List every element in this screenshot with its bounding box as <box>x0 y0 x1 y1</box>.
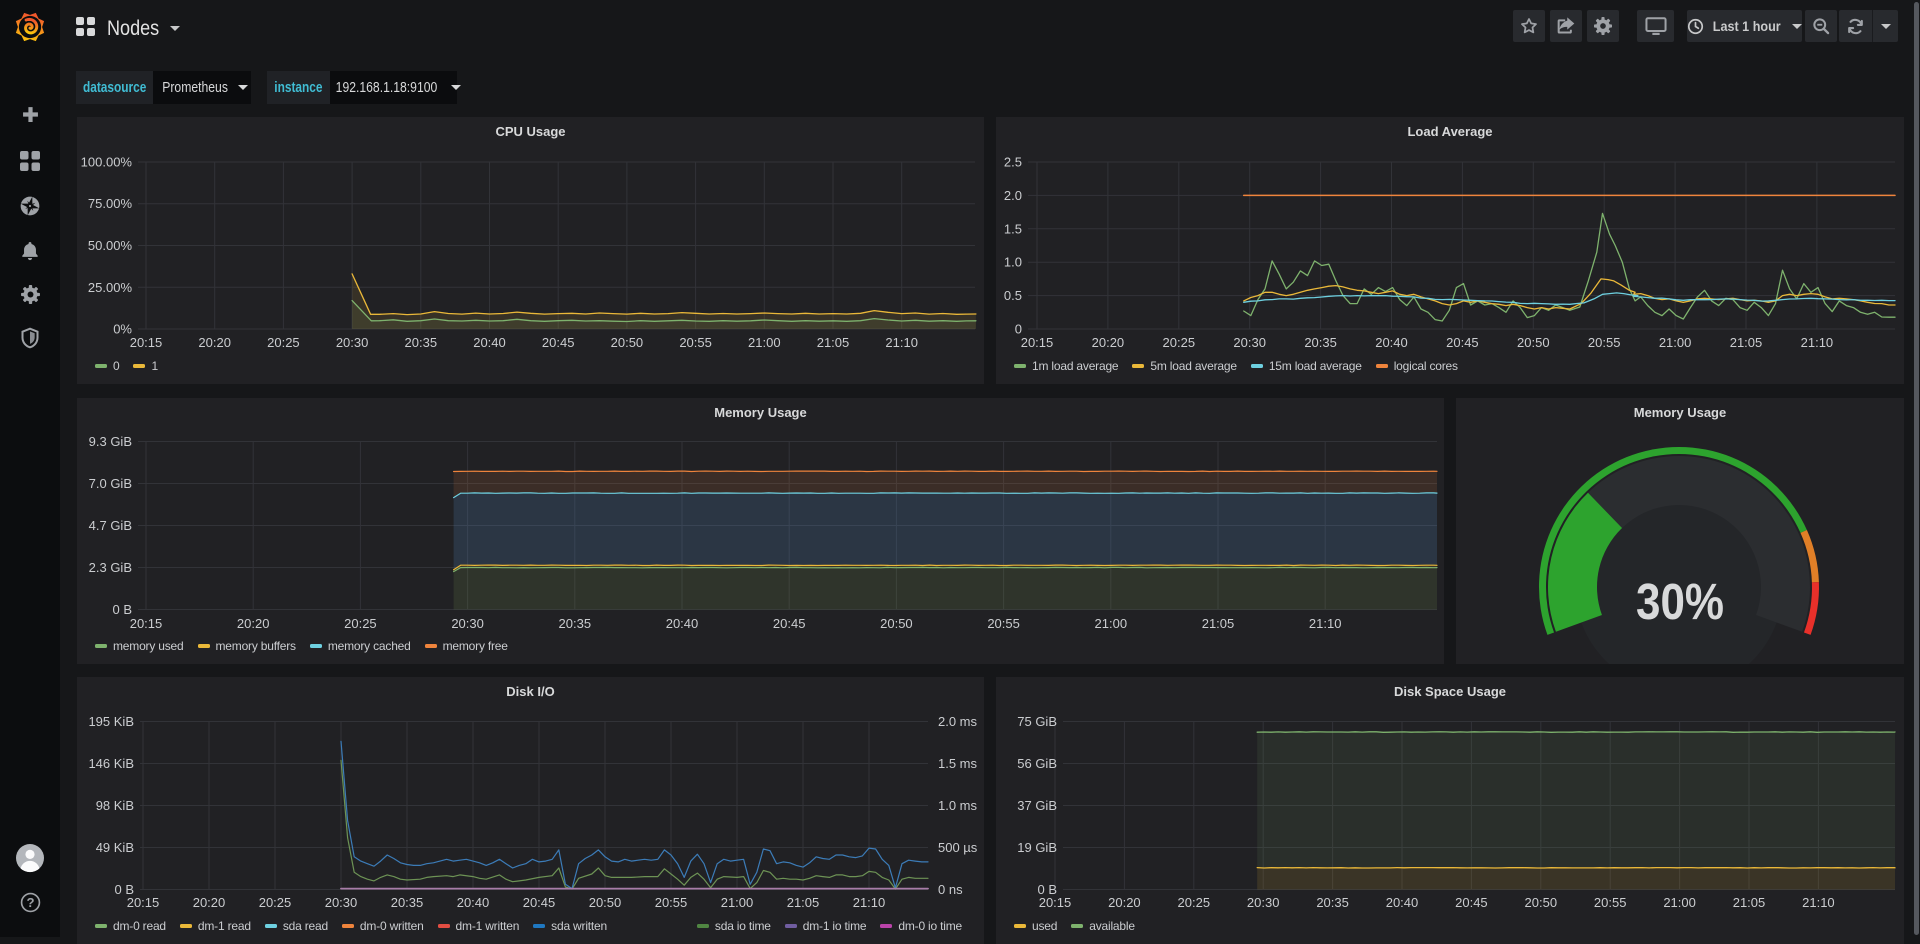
svg-text:20:45: 20:45 <box>773 616 806 631</box>
svg-text:2.3 GiB: 2.3 GiB <box>89 560 132 575</box>
svg-text:21:00: 21:00 <box>1095 616 1128 631</box>
svg-text:21:05: 21:05 <box>1733 895 1766 910</box>
svg-text:98 KiB: 98 KiB <box>96 798 134 813</box>
svg-text:21:10: 21:10 <box>1802 895 1835 910</box>
svg-text:19 GiB: 19 GiB <box>1017 840 1057 855</box>
svg-text:20:40: 20:40 <box>1375 335 1408 350</box>
svg-text:20:15: 20:15 <box>1021 335 1054 350</box>
svg-text:20:25: 20:25 <box>1178 895 1211 910</box>
svg-text:20:55: 20:55 <box>679 335 712 350</box>
svg-text:20:35: 20:35 <box>405 335 438 350</box>
svg-text:1.0 ms: 1.0 ms <box>938 798 978 813</box>
svg-text:21:05: 21:05 <box>1730 335 1763 350</box>
svg-text:0 ns: 0 ns <box>938 882 963 897</box>
svg-text:20:40: 20:40 <box>666 616 699 631</box>
svg-text:20:25: 20:25 <box>344 616 377 631</box>
svg-text:20:25: 20:25 <box>1163 335 1196 350</box>
svg-text:37 GiB: 37 GiB <box>1017 798 1057 813</box>
svg-text:4.7 GiB: 4.7 GiB <box>89 518 132 533</box>
svg-text:21:00: 21:00 <box>1659 335 1692 350</box>
svg-text:20:15: 20:15 <box>1039 895 1072 910</box>
svg-text:20:40: 20:40 <box>457 895 490 910</box>
svg-text:20:25: 20:25 <box>259 895 292 910</box>
svg-text:20:25: 20:25 <box>267 335 300 350</box>
svg-text:20:35: 20:35 <box>1316 895 1349 910</box>
svg-text:20:15: 20:15 <box>127 895 160 910</box>
svg-text:21:00: 21:00 <box>748 335 781 350</box>
svg-text:20:35: 20:35 <box>391 895 424 910</box>
svg-text:20:50: 20:50 <box>1517 335 1550 350</box>
svg-text:20:30: 20:30 <box>451 616 484 631</box>
svg-text:?: ? <box>26 895 34 910</box>
svg-text:20:45: 20:45 <box>542 335 575 350</box>
svg-text:20:15: 20:15 <box>130 616 163 631</box>
svg-text:0: 0 <box>1015 322 1022 337</box>
svg-text:20:20: 20:20 <box>237 616 270 631</box>
svg-text:0 B: 0 B <box>112 602 132 617</box>
svg-text:0 B: 0 B <box>1037 882 1057 897</box>
svg-text:0%: 0% <box>113 322 132 337</box>
svg-text:0.5: 0.5 <box>1004 288 1022 303</box>
svg-text:20:55: 20:55 <box>655 895 688 910</box>
svg-text:1.0: 1.0 <box>1004 255 1022 270</box>
svg-text:500 µs: 500 µs <box>938 840 978 855</box>
svg-text:20:45: 20:45 <box>1446 335 1479 350</box>
svg-text:20:50: 20:50 <box>589 895 622 910</box>
svg-text:49 KiB: 49 KiB <box>96 840 134 855</box>
svg-text:20:30: 20:30 <box>1247 895 1280 910</box>
svg-text:21:05: 21:05 <box>1202 616 1235 631</box>
svg-text:146 KiB: 146 KiB <box>88 756 134 771</box>
svg-text:20:35: 20:35 <box>559 616 592 631</box>
svg-text:20:55: 20:55 <box>1594 895 1627 910</box>
svg-text:21:10: 21:10 <box>1309 616 1342 631</box>
svg-text:20:40: 20:40 <box>1386 895 1419 910</box>
svg-text:20:20: 20:20 <box>198 335 231 350</box>
svg-text:21:10: 21:10 <box>1801 335 1834 350</box>
svg-text:21:00: 21:00 <box>721 895 754 910</box>
svg-text:20:30: 20:30 <box>1233 335 1266 350</box>
svg-text:20:35: 20:35 <box>1304 335 1337 350</box>
svg-text:9.3 GiB: 9.3 GiB <box>89 434 132 449</box>
svg-text:21:00: 21:00 <box>1663 895 1696 910</box>
svg-text:20:45: 20:45 <box>1455 895 1488 910</box>
svg-text:20:55: 20:55 <box>987 616 1020 631</box>
svg-text:50.00%: 50.00% <box>88 238 133 253</box>
svg-text:21:05: 21:05 <box>817 335 850 350</box>
svg-text:56 GiB: 56 GiB <box>1017 756 1057 771</box>
svg-text:20:30: 20:30 <box>325 895 358 910</box>
svg-text:20:15: 20:15 <box>130 335 163 350</box>
svg-text:2.5: 2.5 <box>1004 155 1022 170</box>
svg-text:21:05: 21:05 <box>787 895 820 910</box>
svg-text:20:55: 20:55 <box>1588 335 1621 350</box>
svg-text:20:20: 20:20 <box>1092 335 1125 350</box>
svg-text:21:10: 21:10 <box>885 335 918 350</box>
svg-text:195 KiB: 195 KiB <box>88 714 134 729</box>
svg-text:20:20: 20:20 <box>193 895 226 910</box>
svg-text:20:50: 20:50 <box>880 616 913 631</box>
svg-text:20:30: 20:30 <box>336 335 369 350</box>
svg-text:21:10: 21:10 <box>853 895 886 910</box>
svg-text:1.5 ms: 1.5 ms <box>938 756 978 771</box>
svg-text:25.00%: 25.00% <box>88 280 133 295</box>
svg-text:100.00%: 100.00% <box>81 155 133 170</box>
svg-text:2.0 ms: 2.0 ms <box>938 714 978 729</box>
svg-text:1.5: 1.5 <box>1004 221 1022 236</box>
svg-text:20:50: 20:50 <box>1525 895 1558 910</box>
svg-text:75.00%: 75.00% <box>88 196 133 211</box>
svg-text:75 GiB: 75 GiB <box>1017 714 1057 729</box>
svg-text:20:20: 20:20 <box>1108 895 1141 910</box>
svg-text:0 B: 0 B <box>114 882 134 897</box>
svg-text:20:40: 20:40 <box>473 335 506 350</box>
svg-text:20:50: 20:50 <box>611 335 644 350</box>
svg-text:20:45: 20:45 <box>523 895 556 910</box>
svg-text:2.0: 2.0 <box>1004 188 1022 203</box>
svg-text:7.0 GiB: 7.0 GiB <box>89 476 132 491</box>
svg-text:30%: 30% <box>1636 573 1724 630</box>
